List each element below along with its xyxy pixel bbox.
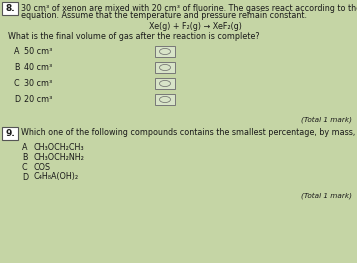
Bar [2, 2, 18, 15]
Text: 50 cm³: 50 cm³ [24, 47, 52, 55]
Text: 40 cm³: 40 cm³ [24, 63, 52, 72]
Bar [155, 94, 175, 105]
Text: CH₃OCH₂NH₂: CH₃OCH₂NH₂ [34, 153, 85, 161]
Bar [155, 46, 175, 57]
Text: C: C [14, 78, 20, 88]
Text: CH₃OCH₂CH₃: CH₃OCH₂CH₃ [34, 143, 85, 151]
Text: 30 cm³: 30 cm³ [24, 78, 52, 88]
Text: D: D [14, 94, 20, 104]
Text: B: B [14, 63, 20, 72]
Text: C₄H₈A(OH)₂: C₄H₈A(OH)₂ [34, 173, 79, 181]
Text: A: A [14, 47, 20, 55]
Text: What is the final volume of gas after the reaction is complete?: What is the final volume of gas after th… [8, 32, 260, 41]
Ellipse shape [160, 64, 171, 70]
Text: (Total 1 mark): (Total 1 mark) [301, 192, 352, 199]
Ellipse shape [160, 48, 171, 54]
Text: 30 cm³ of xenon are mixed with 20 cm³ of fluorine. The gases react according to : 30 cm³ of xenon are mixed with 20 cm³ of… [21, 4, 357, 13]
Text: B: B [22, 153, 27, 161]
Text: Xe(g) + F₂(g) → XeF₂(g): Xe(g) + F₂(g) → XeF₂(g) [149, 22, 241, 31]
Text: 20 cm³: 20 cm³ [24, 94, 52, 104]
Text: 8.: 8. [5, 4, 15, 13]
Text: COS: COS [34, 163, 51, 171]
Text: C: C [22, 163, 27, 171]
Bar [155, 78, 175, 89]
Bar [2, 127, 18, 140]
Text: 9.: 9. [5, 129, 15, 138]
Text: Which one of the following compounds contains the smallest percentage, by mass, : Which one of the following compounds con… [21, 128, 357, 137]
Text: D: D [22, 173, 28, 181]
Text: equation. Assume that the temperature and pressure remain constant.: equation. Assume that the temperature an… [21, 11, 307, 20]
Bar [155, 62, 175, 73]
Text: A: A [22, 143, 27, 151]
Text: (Total 1 mark): (Total 1 mark) [301, 116, 352, 123]
Ellipse shape [160, 97, 171, 103]
Ellipse shape [160, 80, 171, 87]
